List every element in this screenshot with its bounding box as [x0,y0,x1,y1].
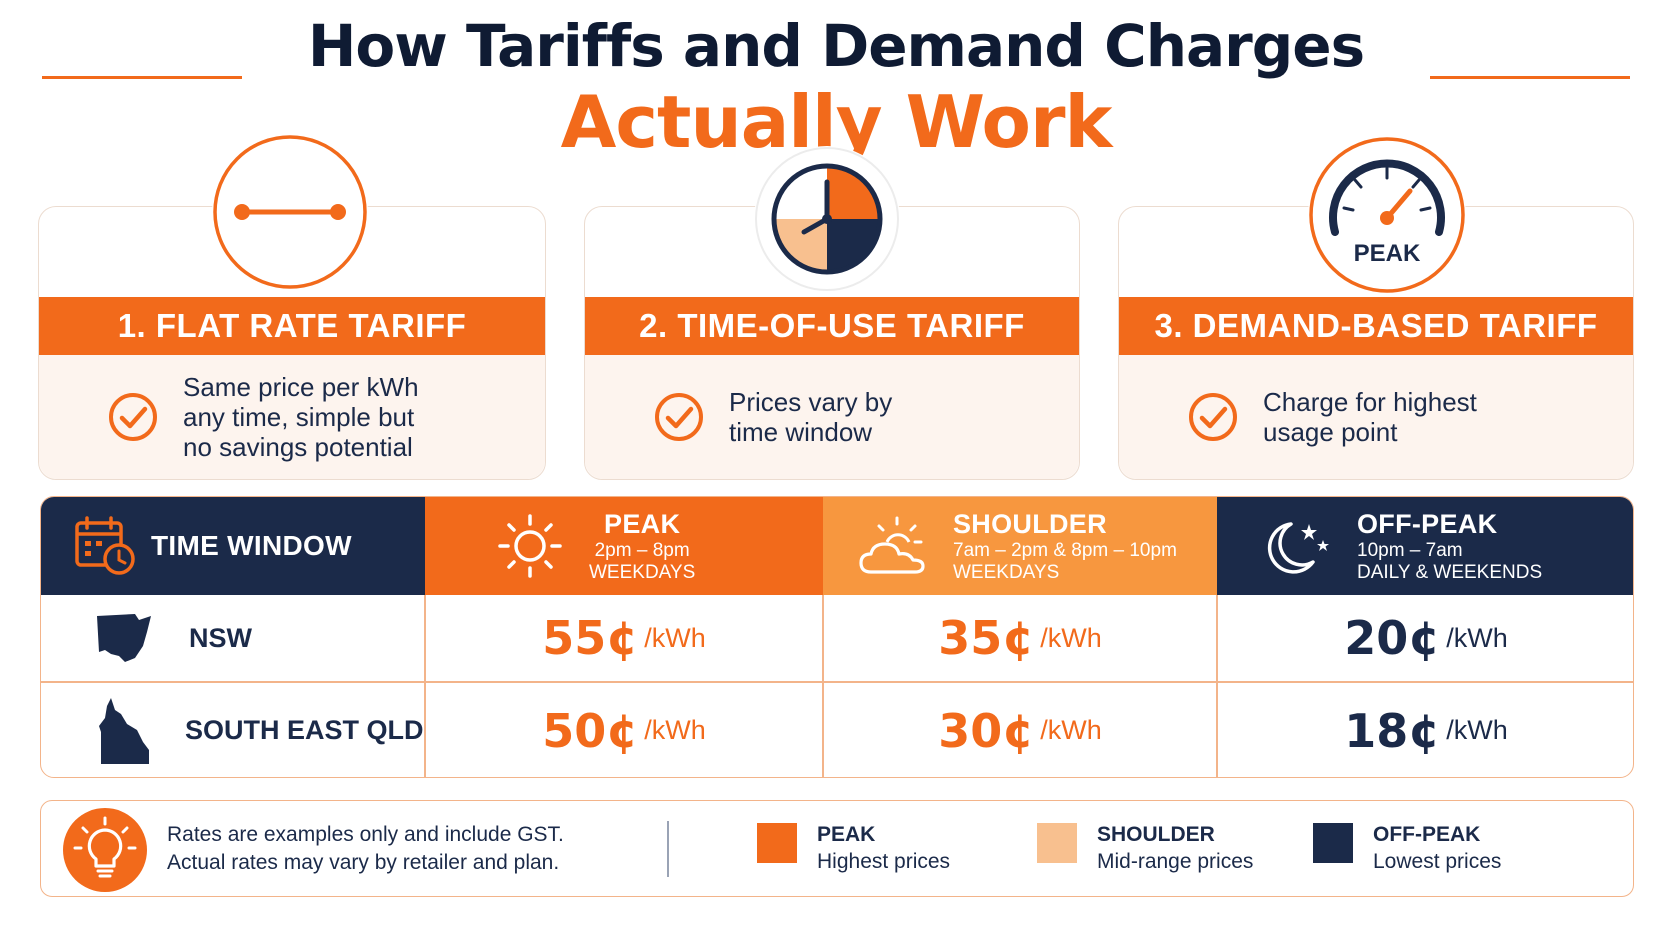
legend-swatch-off-peak [1313,823,1353,863]
price-nsw-shoulder: 35¢/kWh [938,611,1102,665]
calendar-clock-icon [75,516,135,575]
card-description: Charge for highest usage point [1263,387,1477,447]
sun-icon [498,514,562,578]
title-rule-right [1430,76,1630,79]
check-icon [109,393,157,441]
sun-cloud-icon [859,516,925,574]
card-description: Prices vary by time window [729,387,893,447]
card-flat-rate: 1. FLAT RATE TARIFF Same price per kWh a… [38,206,546,480]
lightbulb-icon [63,808,147,892]
legend-item-off-peak: OFF-PEAK Lowest prices [1313,821,1501,875]
header-shoulder: SHOULDER 7am – 2pm & 8pm – 10pm WEEKDAYS [823,497,1217,595]
footer-legend-panel: Rates are examples only and include GST.… [40,800,1634,897]
qld-map-icon [99,697,149,764]
flat-line-icon [212,134,368,290]
region-label: NSW [189,622,252,653]
table-row-nsw: NSW [41,595,425,681]
header-off-peak-label: OFF-PEAK [1357,508,1498,539]
legend-item-peak: PEAK Highest prices [757,821,950,875]
rates-disclaimer: Rates are examples only and include GST.… [167,823,564,874]
moon-stars-icon [1267,522,1329,574]
price-nsw-off-peak: 20¢/kWh [1344,611,1508,665]
header-shoulder-days: WEEKDAYS [953,561,1060,583]
card-heading: 2. TIME-OF-USE TARIFF [585,297,1079,355]
check-icon [655,393,703,441]
price-qld-peak: 50¢/kWh [542,703,706,758]
card-description: Same price per kWh any time, simple but … [183,372,419,462]
check-icon [1189,393,1237,441]
header-time-window-label: TIME WINDOW [151,530,352,561]
header-off-peak-time: 10pm – 7am [1357,539,1463,561]
gauge-icon: PEAK [1308,136,1466,294]
header-time-window: TIME WINDOW [41,497,425,595]
table-row-south-east-qld: SOUTH EAST QLD [41,682,425,777]
legend-item-shoulder: SHOULDER Mid-range prices [1037,821,1253,875]
header-peak: PEAK 2pm – 8pm WEEKDAYS [425,497,823,595]
price-qld-shoulder: 30¢/kWh [938,703,1102,758]
header-peak-label: PEAK [604,508,681,539]
legend-swatch-peak [757,823,797,863]
header-peak-time: 2pm – 8pm [594,539,690,561]
header-shoulder-label: SHOULDER [953,508,1107,539]
card-heading: 1. FLAT RATE TARIFF [39,297,545,355]
gauge-label: PEAK [1353,240,1421,267]
page-title: How Tariffs and Demand Charges [307,12,1365,80]
header-off-peak: OFF-PEAK 10pm – 7am DAILY & WEEKENDS [1217,497,1633,595]
rates-table: TIME WINDOW PEAK 2pm – 8pm WEEKDAYS [40,496,1634,778]
clock-icon [754,146,900,292]
footer-divider [667,821,669,877]
region-label: SOUTH EAST QLD [185,715,424,745]
legend-swatch-shoulder [1037,823,1077,863]
card-heading: 3. DEMAND-BASED TARIFF [1119,297,1633,355]
nsw-map-icon [97,614,151,662]
title-rule-left [42,76,242,79]
header-shoulder-time: 7am – 2pm & 8pm – 10pm [953,539,1177,561]
price-nsw-peak: 55¢/kWh [542,611,706,665]
header-peak-days: WEEKDAYS [589,561,696,583]
header-off-peak-days: DAILY & WEEKENDS [1357,561,1543,583]
card-demand-based: 3. DEMAND-BASED TARIFF Charge for highes… [1118,206,1634,480]
price-qld-off-peak: 18¢/kWh [1344,703,1508,758]
